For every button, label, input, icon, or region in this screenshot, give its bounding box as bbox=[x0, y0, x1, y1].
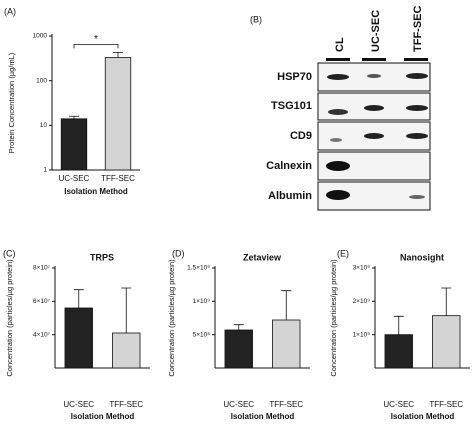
row-label: HSP70 bbox=[277, 71, 312, 83]
chart-title: Zetaview bbox=[243, 252, 282, 262]
error-bar bbox=[113, 51, 123, 58]
bar bbox=[224, 329, 253, 369]
lane-marker bbox=[404, 58, 428, 61]
band bbox=[406, 73, 428, 79]
lane-label: UC-SEC bbox=[370, 10, 382, 52]
panel-label: (D) bbox=[172, 248, 185, 258]
bar bbox=[432, 315, 461, 369]
y-tick-label: 3×10⁹ bbox=[353, 265, 371, 272]
x-tick-label: TFF-SEC bbox=[109, 400, 143, 409]
y-tick-label: 10 bbox=[40, 122, 48, 129]
y-axis-label: Concentration (particles/µg protein) bbox=[329, 259, 338, 377]
row-label: TSG101 bbox=[271, 100, 312, 112]
error-bar bbox=[121, 287, 132, 333]
y-axis-label: Concentration (particles/µg protein) bbox=[167, 259, 176, 377]
panel-label: (B) bbox=[250, 14, 262, 24]
x-axis-label: Isolation Method bbox=[391, 412, 455, 421]
x-axis-label: Isolation Method bbox=[71, 412, 135, 421]
band bbox=[409, 195, 425, 199]
band bbox=[406, 133, 428, 139]
row-label: CD9 bbox=[290, 130, 312, 142]
x-tick-label: UC-SEC bbox=[223, 400, 254, 409]
y-tick-label: 6×10⁷ bbox=[33, 298, 51, 305]
y-tick-label: 1000 bbox=[33, 33, 48, 40]
bar bbox=[64, 307, 93, 369]
x-tick-label: UC-SEC bbox=[59, 174, 90, 183]
row-label: Albumin bbox=[268, 190, 312, 202]
significance-bracket bbox=[73, 43, 119, 49]
band bbox=[326, 161, 350, 171]
bar bbox=[272, 319, 301, 369]
error-bar bbox=[393, 315, 404, 335]
y-axis-label: Concentration (particles/µg protein) bbox=[5, 259, 14, 377]
lane-marker bbox=[326, 58, 350, 61]
chart-title: Nanosight bbox=[400, 252, 444, 262]
y-tick-label: 1.5×10⁹ bbox=[187, 265, 210, 272]
y-tick-label: 4×10⁷ bbox=[33, 331, 51, 338]
y-axis-label: Protein Concentration (µg/mL) bbox=[7, 52, 16, 153]
lane-marker bbox=[362, 58, 386, 61]
panel-label: (C) bbox=[3, 248, 16, 258]
bar bbox=[60, 118, 88, 171]
lane-label: CL bbox=[334, 37, 346, 52]
y-tick-label: 2×10⁹ bbox=[353, 298, 371, 305]
x-axis-label: Isolation Method bbox=[231, 412, 295, 421]
bar bbox=[104, 57, 132, 171]
significance-label: * bbox=[94, 34, 98, 45]
y-tick-label: 100 bbox=[36, 77, 47, 84]
band bbox=[330, 138, 342, 142]
band bbox=[406, 105, 428, 111]
band bbox=[327, 74, 349, 80]
y-tick-label: 5×10⁸ bbox=[193, 331, 211, 338]
band bbox=[364, 105, 384, 111]
x-axis-label: Isolation Method bbox=[64, 187, 128, 196]
band bbox=[367, 74, 381, 78]
western-blot: (B) bbox=[250, 14, 431, 211]
error-bar bbox=[441, 287, 452, 316]
error-bar bbox=[281, 290, 292, 320]
x-tick-label: UC-SEC bbox=[383, 400, 414, 409]
bar bbox=[384, 334, 413, 369]
x-tick-label: TFF-SEC bbox=[101, 174, 135, 183]
y-tick-label: 1 bbox=[43, 167, 47, 174]
panel-label: (A) bbox=[4, 6, 16, 16]
x-tick-label: TFF-SEC bbox=[269, 400, 303, 409]
x-tick-label: UC-SEC bbox=[63, 400, 94, 409]
x-tick-label: TFF-SEC bbox=[429, 400, 463, 409]
band bbox=[326, 190, 350, 200]
band bbox=[364, 133, 384, 139]
error-bar bbox=[233, 324, 244, 330]
band bbox=[328, 109, 348, 115]
error-bar bbox=[73, 289, 84, 308]
y-tick-label: 8×10⁷ bbox=[33, 265, 51, 272]
row-label: Calnexin bbox=[266, 160, 312, 172]
bar bbox=[112, 332, 141, 369]
y-tick-label: 1×10⁹ bbox=[193, 298, 211, 305]
chart-title: TRPS bbox=[90, 252, 114, 262]
lane-label: TFF-SEC bbox=[412, 6, 424, 52]
panel-label: (E) bbox=[337, 248, 349, 258]
y-tick-label: 1×10⁹ bbox=[353, 331, 371, 338]
error-bar bbox=[69, 115, 79, 119]
